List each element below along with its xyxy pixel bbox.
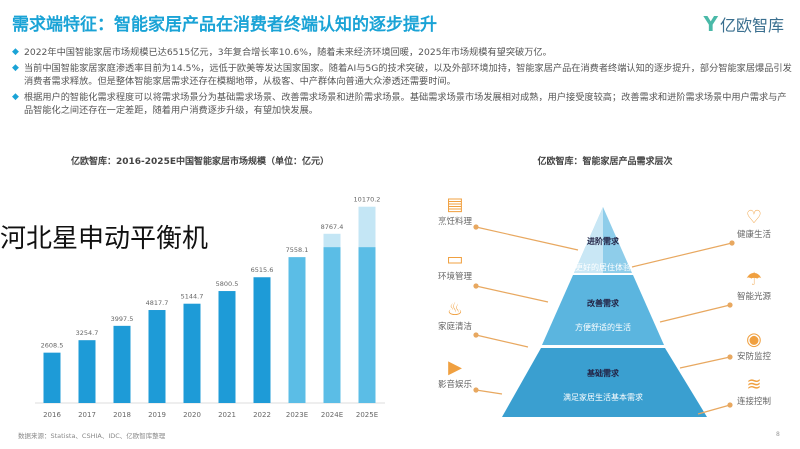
bar-estimate-upper bbox=[323, 233, 341, 248]
item-label: 智能光源 bbox=[736, 292, 771, 302]
bar bbox=[323, 247, 341, 403]
diamond-icon: ◆ bbox=[12, 47, 19, 57]
item-label: 烹饪料理 bbox=[437, 217, 472, 227]
left-item: ♨ 家庭清洁 bbox=[425, 299, 485, 333]
left-item: ▶ 影音娱乐 bbox=[425, 357, 485, 391]
logo-text: 亿欧智库 bbox=[719, 16, 784, 35]
diamond-icon: ◆ bbox=[12, 63, 19, 73]
page-title: 需求端特征：智能家居产品在消费者终端认知的逐步提升 bbox=[12, 15, 437, 35]
data-label: 7558.1 bbox=[286, 246, 309, 254]
bullet-text: 2022年中国智能家居市场规模已达6515亿元，3年复合增长率10.6%，随着未… bbox=[24, 47, 552, 58]
bullet-text: 根据用户的智能化需求程度可以将需求场景分为基础需求场景、改善需求场景和进阶需求场… bbox=[24, 92, 787, 116]
bar bbox=[43, 352, 61, 403]
left-item: ▤ 烹饪料理 bbox=[425, 194, 485, 228]
item-label: 影音娱乐 bbox=[437, 380, 472, 390]
item-label: 连接控制 bbox=[736, 397, 771, 407]
bar bbox=[113, 325, 131, 403]
bar bbox=[288, 257, 306, 403]
tier-basic bbox=[502, 348, 707, 417]
bar bbox=[148, 310, 166, 403]
tier-name: 基础需求 bbox=[587, 369, 619, 378]
right-item: ☂ 智能光源 bbox=[724, 269, 784, 303]
wifi-icon: ≋ bbox=[746, 374, 762, 395]
tier-name: 改善需求 bbox=[587, 299, 619, 308]
pyramid-title: 亿欧智库：智能家居产品需求层次 bbox=[537, 157, 673, 167]
tv-icon: ▶ bbox=[448, 357, 462, 378]
bar-chart: 2608.5 2016 3254.7 2017 3997.5 2018 4817.7 2019… bbox=[35, 196, 385, 419]
item-label: 环境管理 bbox=[437, 272, 472, 282]
x-tick-label: 2017 bbox=[78, 411, 96, 419]
bar bbox=[253, 277, 271, 403]
overlay-text: 河北星申动平衡机 bbox=[0, 224, 209, 254]
data-label: 2608.5 bbox=[41, 342, 64, 350]
data-label: 5800.5 bbox=[216, 280, 239, 288]
vacuum-icon: ♨ bbox=[446, 299, 464, 320]
x-tick-label: 2025E bbox=[356, 411, 378, 419]
data-label: 8767.4 bbox=[321, 223, 344, 231]
tier-desc: 方便舒适的生活 bbox=[575, 323, 631, 332]
right-item: ≋ 连接控制 bbox=[724, 374, 784, 408]
data-label: 4817.7 bbox=[146, 299, 169, 307]
bullet-item: ◆ 2022年中国智能家居市场规模已达6515亿元，3年复合增长率10.6%，随着… bbox=[12, 46, 792, 59]
data-label: 5144.7 bbox=[181, 293, 204, 301]
data-source: 数据来源：Statista、CSHIA、IDC、亿欧智库整理 bbox=[18, 432, 166, 440]
bar-estimate-upper bbox=[358, 206, 376, 248]
x-tick-label: 2023E bbox=[286, 411, 308, 419]
right-item: ◉ 安防监控 bbox=[724, 329, 784, 363]
data-label: 3254.7 bbox=[76, 329, 99, 337]
tier-desc: 满足家居生活基本需求 bbox=[563, 393, 643, 402]
logo: Y 亿欧智库 bbox=[704, 12, 785, 36]
diamond-icon: ◆ bbox=[12, 92, 19, 102]
pyramid-diagram bbox=[473, 207, 735, 417]
data-label: 6515.6 bbox=[251, 266, 274, 274]
connector-lines bbox=[473, 224, 735, 415]
bar bbox=[218, 291, 236, 403]
item-label: 健康生活 bbox=[736, 230, 771, 240]
data-label: 3997.5 bbox=[111, 315, 134, 323]
item-label: 安防监控 bbox=[736, 352, 771, 362]
bullet-text: 当前中国智能家居家庭渗透率目前为14.5%，远低于欧美等发达国家国家。随着AI与… bbox=[24, 63, 792, 87]
bar bbox=[358, 247, 376, 403]
bar bbox=[183, 303, 201, 403]
item-label: 家庭清洁 bbox=[437, 322, 472, 332]
lamp-icon: ☂ bbox=[745, 269, 763, 290]
bar bbox=[78, 340, 96, 403]
air-conditioner-icon: ▭ bbox=[446, 249, 464, 270]
x-tick-label: 2020 bbox=[183, 411, 201, 419]
bullet-item: ◆ 根据用户的智能化需求程度可以将需求场景分为基础需求场景、改善需求场景和进阶需求… bbox=[12, 91, 792, 117]
left-item: ▭ 环境管理 bbox=[425, 249, 485, 283]
bullet-item: ◆ 当前中国智能家居家庭渗透率目前为14.5%，远低于欧美等发达国家国家。随着AI… bbox=[12, 62, 792, 88]
cooking-icon: ▤ bbox=[446, 194, 464, 215]
x-tick-label: 2016 bbox=[43, 411, 61, 419]
logo-mark-icon: Y bbox=[703, 12, 718, 36]
tier-improved bbox=[542, 275, 664, 345]
tier-name: 进阶需求 bbox=[587, 237, 619, 246]
camera-icon: ◉ bbox=[746, 329, 762, 350]
x-tick-label: 2024E bbox=[321, 411, 343, 419]
x-tick-label: 2018 bbox=[113, 411, 131, 419]
data-label: 10170.2 bbox=[354, 196, 381, 204]
right-item: ♡ 健康生活 bbox=[724, 207, 784, 241]
bullet-list: ◆ 2022年中国智能家居市场规模已达6515亿元，3年复合增长率10.6%，随着… bbox=[12, 46, 792, 120]
page-number: 8 bbox=[776, 431, 780, 438]
x-tick-label: 2022 bbox=[253, 411, 271, 419]
tier-desc: 更好的居住体验 bbox=[575, 263, 631, 272]
heart-pulse-icon: ♡ bbox=[745, 207, 763, 228]
chart-title: 亿欧智库：2016-2025E中国智能家居市场规模（单位：亿元） bbox=[71, 157, 329, 167]
tier-advanced-highlight bbox=[574, 207, 603, 273]
x-tick-label: 2021 bbox=[218, 411, 236, 419]
x-tick-label: 2019 bbox=[148, 411, 166, 419]
